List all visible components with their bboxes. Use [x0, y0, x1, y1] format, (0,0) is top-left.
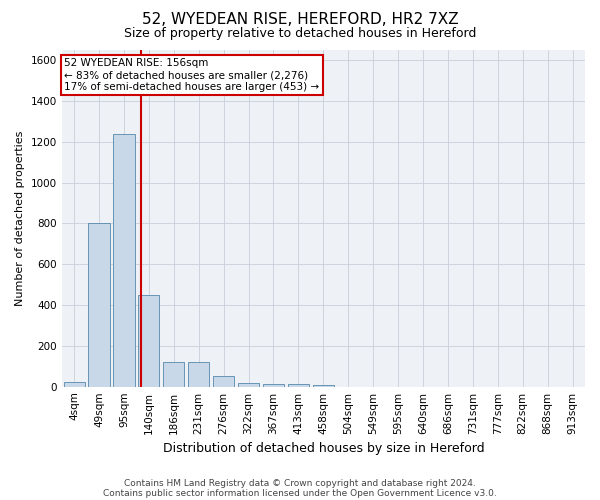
Bar — [263, 384, 284, 386]
Bar — [238, 382, 259, 386]
Y-axis label: Number of detached properties: Number of detached properties — [15, 130, 25, 306]
Bar — [163, 362, 184, 386]
Text: 52 WYEDEAN RISE: 156sqm
← 83% of detached houses are smaller (2,276)
17% of semi: 52 WYEDEAN RISE: 156sqm ← 83% of detache… — [64, 58, 319, 92]
Bar — [138, 295, 160, 386]
Bar — [288, 384, 309, 386]
Bar — [64, 382, 85, 386]
Text: Contains HM Land Registry data © Crown copyright and database right 2024.: Contains HM Land Registry data © Crown c… — [124, 478, 476, 488]
Bar — [88, 224, 110, 386]
Bar — [213, 376, 234, 386]
Bar — [188, 362, 209, 386]
Text: Size of property relative to detached houses in Hereford: Size of property relative to detached ho… — [124, 28, 476, 40]
Bar — [313, 384, 334, 386]
Bar — [113, 134, 134, 386]
X-axis label: Distribution of detached houses by size in Hereford: Distribution of detached houses by size … — [163, 442, 484, 455]
Text: Contains public sector information licensed under the Open Government Licence v3: Contains public sector information licen… — [103, 488, 497, 498]
Text: 52, WYEDEAN RISE, HEREFORD, HR2 7XZ: 52, WYEDEAN RISE, HEREFORD, HR2 7XZ — [142, 12, 458, 28]
